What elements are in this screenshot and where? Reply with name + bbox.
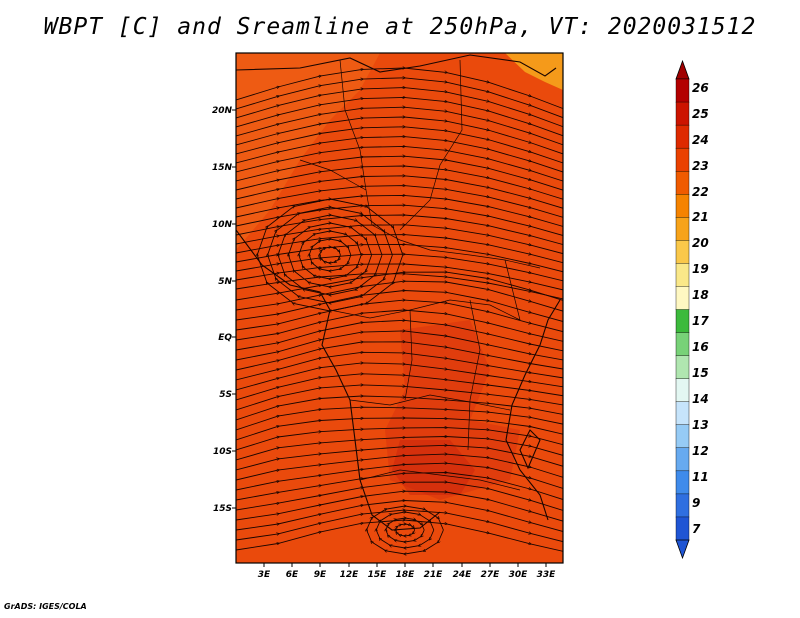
colorbar-swatch — [675, 217, 690, 241]
lat-label-5s: 5S — [219, 390, 232, 400]
cbar-label-24: 24 — [692, 133, 709, 147]
lon-label-27e: 27E — [481, 570, 501, 580]
streamlines — [236, 68, 563, 554]
lon-label-24e: 24E — [453, 570, 473, 580]
colorbar-swatch — [675, 240, 690, 264]
lon-label-33e: 33E — [537, 570, 557, 580]
cbar-label-14: 14 — [692, 392, 709, 406]
lon-label-18e: 18E — [396, 570, 416, 580]
lon-label-12e: 12E — [340, 570, 360, 580]
lat-label-20n: 20N — [212, 106, 233, 116]
cbar-label-7: 7 — [692, 522, 701, 536]
colorbar-bottom-arrow — [675, 539, 690, 560]
streamline — [367, 506, 444, 554]
colorbar-swatch — [675, 447, 690, 472]
colorbar-swatch — [675, 124, 690, 149]
cbar-label-16: 16 — [692, 340, 709, 354]
colorbar-swatch — [675, 470, 690, 495]
latitude-ticks — [232, 109, 236, 509]
lat-label-5n: 5N — [218, 277, 232, 287]
lon-label-6e: 6E — [286, 570, 299, 580]
cbar-label-9: 9 — [692, 496, 700, 510]
cbar-label-13: 13 — [692, 418, 709, 432]
map-frame — [235, 52, 564, 564]
lat-label-10n: 10N — [212, 220, 233, 230]
colorbar-swatch — [675, 355, 690, 380]
colorbar-swatch — [675, 286, 690, 311]
colorbar-labels: 26 25 24 23 22 21 20 19 18 17 16 15 14 1… — [692, 81, 709, 536]
colorbar-swatch — [675, 101, 690, 126]
lon-label-30e: 30E — [509, 570, 529, 580]
colorbar-top-arrow — [675, 59, 690, 80]
north-coast — [236, 54, 557, 77]
lat-label-15s: 15S — [213, 504, 232, 514]
longitude-ticks — [263, 563, 547, 567]
colorbar — [675, 59, 690, 560]
streamline — [257, 199, 404, 311]
latitude-axis: 20N 15N 10N 5N EQ 5S 10S 15S — [212, 106, 233, 514]
colorbar-swatch — [675, 194, 690, 218]
cbar-label-12: 12 — [692, 444, 709, 458]
cbar-label-11: 11 — [692, 470, 709, 484]
streamline — [236, 418, 563, 441]
longitude-axis: 3E 6E 9E 12E 15E 18E 21E 24E 27E 30E 33E — [258, 570, 556, 580]
lat-label-eq: EQ — [218, 333, 232, 343]
cbar-label-26: 26 — [692, 81, 709, 95]
colorbar-swatch — [675, 263, 690, 287]
software-credit: GrADS: IGES/COLA — [4, 602, 87, 611]
cbar-label-21: 21 — [692, 210, 709, 224]
colorbar-swatch — [675, 332, 690, 357]
colorbar-swatch — [675, 401, 690, 426]
lon-label-21e: 21E — [424, 570, 444, 580]
cbar-label-22: 22 — [692, 185, 709, 199]
colorbar-swatch — [675, 78, 690, 103]
lat-label-15n: 15N — [212, 163, 233, 173]
field-layer — [236, 53, 563, 554]
cbar-label-18: 18 — [692, 288, 709, 302]
cbar-label-20: 20 — [692, 236, 709, 250]
cbar-label-25: 25 — [692, 107, 709, 121]
colorbar-swatch — [675, 170, 690, 195]
cbar-label-17: 17 — [692, 314, 709, 328]
colorbar-swatch — [675, 378, 690, 403]
streamline — [236, 407, 563, 431]
colorbar-swatch — [675, 309, 690, 334]
colorbar-swatch — [675, 516, 690, 541]
cbar-label-15: 15 — [692, 366, 709, 380]
colorbar-swatch — [675, 147, 690, 172]
lat-label-10s: 10S — [213, 447, 232, 457]
lon-label-3e: 3E — [258, 570, 271, 580]
colorbar-swatch — [675, 424, 690, 449]
lon-label-9e: 9E — [314, 570, 327, 580]
cbar-label-23: 23 — [692, 159, 709, 173]
colorbar-swatch — [675, 493, 690, 518]
chart-title: WBPT [C] and Sreamline at 250hPa, VT: 20… — [43, 14, 757, 40]
lon-label-15e: 15E — [368, 570, 388, 580]
cbar-label-19: 19 — [692, 262, 709, 276]
